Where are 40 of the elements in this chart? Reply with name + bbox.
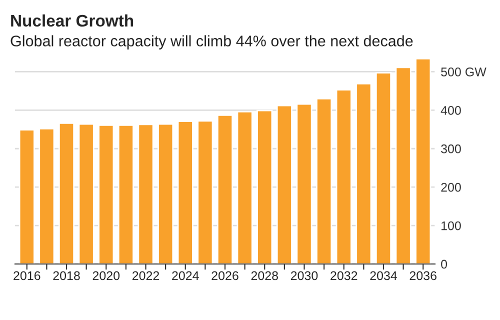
bar [395, 66, 412, 264]
bar [415, 58, 432, 264]
y-tick-label: 0 [441, 260, 448, 269]
chart-title: Nuclear Growth [11, 14, 134, 27]
x-tick-label: 2018 [53, 271, 80, 280]
y-tick-label: 400 [440, 106, 461, 115]
bar [118, 124, 134, 264]
x-tick-label: 2036 [410, 271, 436, 280]
x-tick-label: 2020 [92, 271, 120, 280]
x-tick-label: 2034 [370, 271, 398, 280]
x-tick-label: 2016 [14, 271, 40, 280]
x-tick-label: 2032 [330, 271, 358, 280]
y-tick-label: 500 GW [441, 68, 486, 76]
bar [177, 120, 194, 264]
bar [336, 89, 352, 264]
bar [375, 72, 392, 264]
bar [216, 114, 234, 264]
bar [276, 104, 292, 264]
bar [38, 128, 55, 264]
y-tick-label: 300 [441, 144, 461, 154]
x-tick-label: 2022 [132, 271, 160, 280]
x-tick-label: 2026 [212, 271, 238, 280]
x-tick-label: 2028 [251, 271, 278, 280]
bar [98, 124, 114, 264]
bar [236, 111, 253, 264]
x-tick-label: 2024 [172, 271, 199, 280]
chart-subtitle: Global reactor capacity will climb 44% over the next decade [10, 35, 413, 50]
y-tick-label: 200 [441, 182, 461, 192]
bar [78, 123, 94, 264]
x-tick-label: 2030 [290, 271, 318, 280]
y-tick-label: 100 [442, 221, 461, 230]
bar [18, 129, 35, 264]
bar [356, 82, 372, 264]
bar [316, 98, 332, 264]
bar [58, 122, 75, 264]
bar [296, 103, 312, 264]
bar [158, 123, 174, 264]
bar [138, 124, 154, 264]
bar [256, 110, 273, 264]
bar [197, 120, 214, 264]
